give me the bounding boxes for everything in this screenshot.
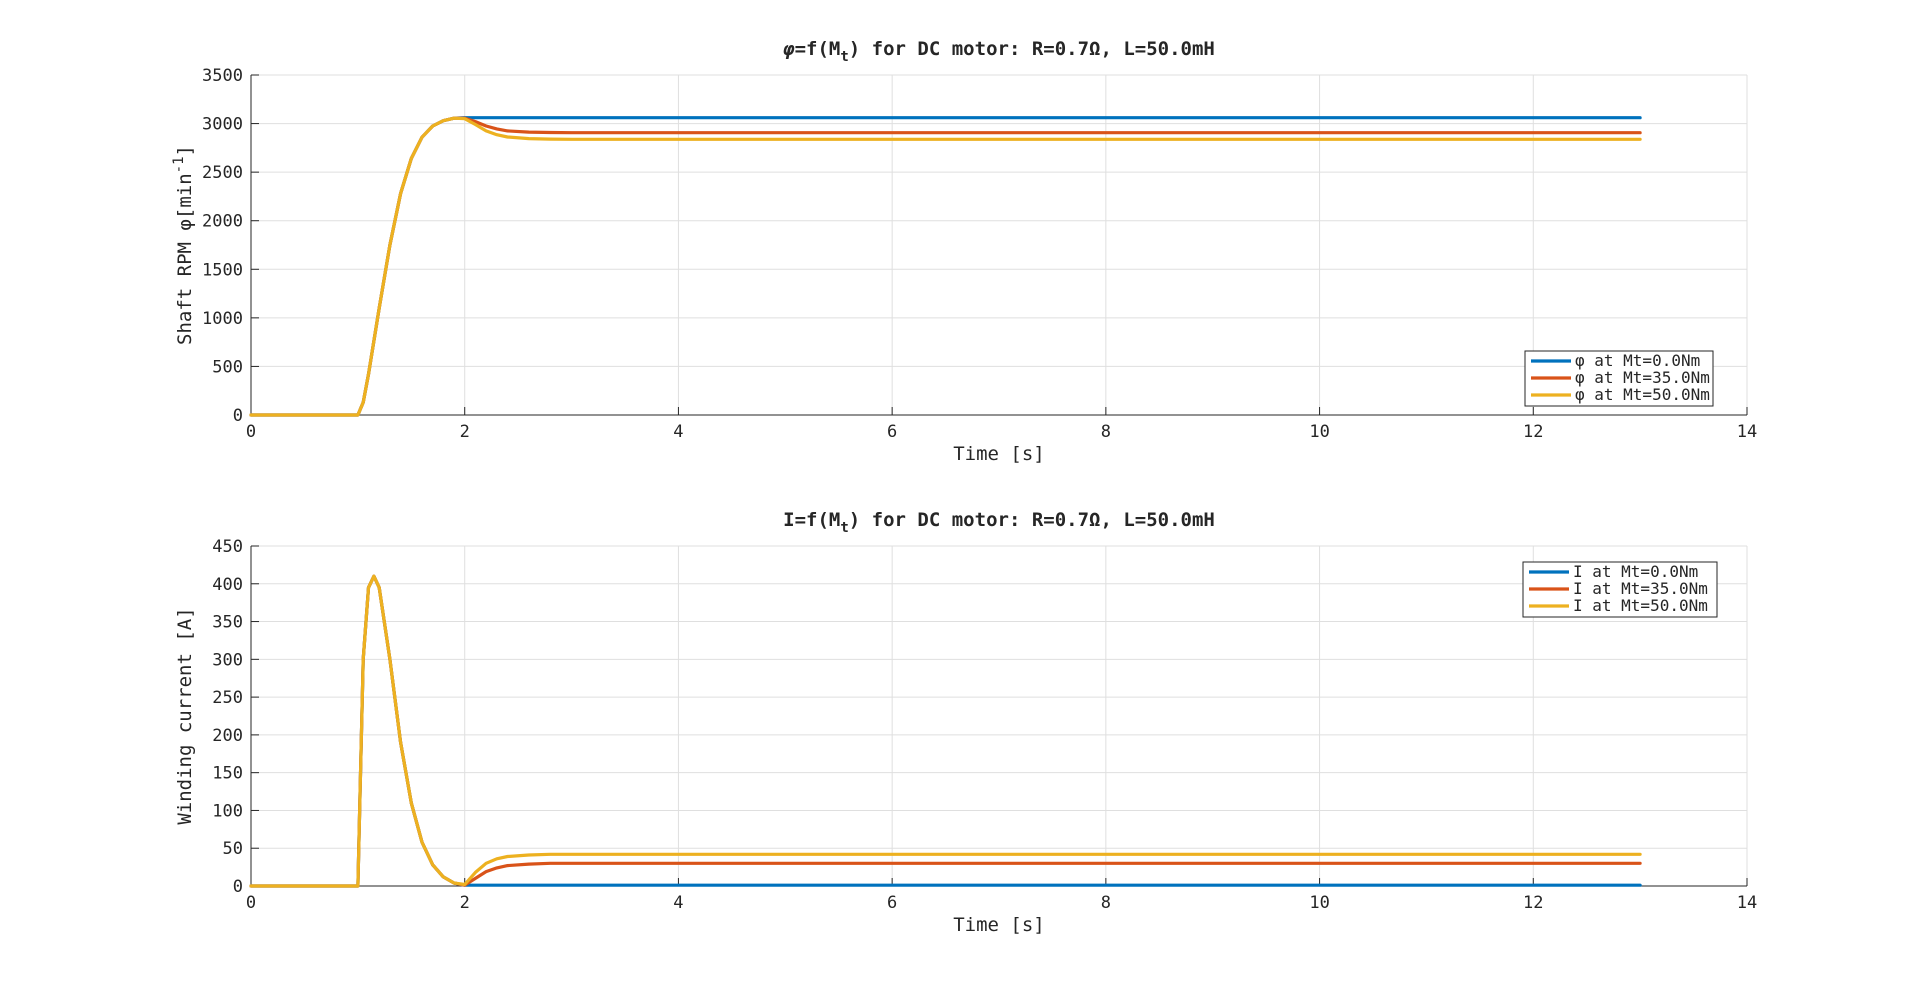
series-line-3: [249, 574, 1642, 888]
x-tick-label: 6: [887, 422, 897, 442]
y-tick-label: 3500: [202, 66, 243, 86]
y-tick-label: 0: [233, 406, 243, 426]
y-axis-title-end: ]: [174, 145, 196, 156]
series-line-2: [249, 116, 1642, 417]
legend-label-3: I at Mt=50.0Nm: [1573, 596, 1708, 615]
y-tick-label: 1000: [202, 309, 243, 329]
x-tick-label: 4: [673, 893, 683, 913]
legend-label-2: I at Mt=35.0Nm: [1573, 579, 1708, 598]
y-tick-label: 2000: [202, 212, 243, 232]
x-tick-label: 10: [1309, 893, 1329, 913]
chart-title: φ=f(Mt) for DC motor: R=0.7Ω, L=50.0mH: [782, 38, 1215, 65]
series-line-2: [249, 574, 1642, 888]
y-tick-label: 500: [212, 357, 243, 377]
y-tick-label: 0: [233, 877, 243, 897]
x-tick-label: 8: [1101, 422, 1111, 442]
x-tick-label: 12: [1523, 893, 1543, 913]
y-tick-label: 150: [212, 764, 243, 784]
x-tick-label: 6: [887, 893, 897, 913]
x-tick-label: 2: [460, 422, 470, 442]
y-tick-label: 400: [212, 575, 243, 595]
y-tick-label: 50: [223, 839, 243, 859]
x-axis-title: Time [s]: [953, 443, 1045, 465]
title-rest: ) for DC motor: R=0.7Ω, L=50.0mH: [849, 509, 1215, 531]
series-line-1: [249, 574, 1642, 888]
x-tick-label: 4: [673, 422, 683, 442]
y-tick-label: 100: [212, 801, 243, 821]
title-main: =f(M: [795, 38, 841, 60]
y-tick-label: 2500: [202, 163, 243, 183]
chart-1: 0 2 4 6 8 10 12 14 0 500 1000 1500 2000 2500 3000 3500 φ…: [171, 38, 1757, 465]
x-tick-label: 2: [460, 893, 470, 913]
x-tick-label: 0: [246, 893, 256, 913]
title-subscript: t: [840, 49, 848, 65]
x-tick-label: 12: [1523, 422, 1543, 442]
y-tick-label: 300: [212, 650, 243, 670]
x-tick-label: 14: [1737, 422, 1757, 442]
title-subscript: t: [840, 520, 848, 536]
y-tick-label: 1500: [202, 260, 243, 280]
y-tick-label: 250: [212, 688, 243, 708]
y-axis-title: Winding current [A]: [174, 607, 196, 824]
x-tick-label: 10: [1309, 422, 1329, 442]
series-line-1: [249, 116, 1642, 417]
x-tick-label: 0: [246, 422, 256, 442]
legend-label-1: I at Mt=0.0Nm: [1573, 562, 1698, 581]
title-prefix: φ: [782, 38, 795, 60]
y-tick-label: 3000: [202, 115, 243, 135]
x-tick-label: 14: [1737, 893, 1757, 913]
legend-label-2: φ at Mt=35.0Nm: [1575, 368, 1710, 387]
x-axis-title: Time [s]: [953, 914, 1045, 936]
chart-title: I=f(Mt) for DC motor: R=0.7Ω, L=50.0mH: [783, 509, 1215, 536]
title-rest: ) for DC motor: R=0.7Ω, L=50.0mH: [849, 38, 1215, 60]
y-tick-label: 450: [212, 537, 243, 557]
y-axis-title-superscript: -1: [171, 157, 187, 174]
y-tick-label: 350: [212, 613, 243, 633]
legend-label-3: φ at Mt=50.0Nm: [1575, 385, 1710, 404]
y-tick-label: 200: [212, 726, 243, 746]
y-axis-title-main: Shaft RPM φ[min: [174, 173, 196, 345]
chart-2: 0 2 4 6 8 10 12 14 0 50 100 150 200 250 300 350 400 450 I=…: [174, 509, 1757, 936]
x-tick-label: 8: [1101, 893, 1111, 913]
legend-label-1: φ at Mt=0.0Nm: [1575, 351, 1700, 370]
y-axis-title: Shaft RPM φ[min-1]: [171, 145, 196, 345]
series-line-3: [249, 116, 1642, 417]
title-main: I=f(M: [783, 509, 840, 531]
y-axis-title-main: Winding current [A]: [174, 607, 196, 824]
